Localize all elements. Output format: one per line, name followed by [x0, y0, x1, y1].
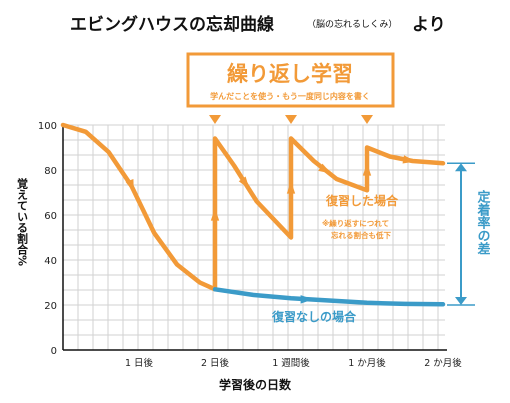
x-tick-label: 2 日後: [201, 357, 230, 369]
review-marker-triangle: [285, 115, 297, 124]
bracket-arrow-down: [455, 297, 467, 305]
y-tick-label: 100: [38, 121, 57, 132]
callout-subtitle: 学んだことを使う・もう一度同じ内容を書く: [210, 91, 370, 101]
y-axis-label: 覚えている割合%: [16, 177, 30, 266]
y-tick-label: 60: [44, 211, 57, 222]
x-axis-ticks: 1 日後 2 日後 1 週間後 1 か月後 2 か月後: [125, 357, 462, 369]
page-title: エビングハウスの忘却曲線: [70, 14, 274, 35]
review-markers: [209, 115, 373, 124]
orange-arrowhead: [286, 181, 296, 194]
series-group: [60, 122, 446, 307]
orange-arrowhead: [238, 176, 250, 190]
orange-arrowhead: [125, 179, 134, 193]
orange-arrowhead: [402, 155, 416, 164]
retention-difference-label: 定着率の差: [475, 189, 492, 255]
series-line-1: [212, 287, 446, 307]
reviewed-note-line1: ※繰り返すにつれて: [322, 218, 389, 228]
y-tick-label: 20: [44, 301, 57, 312]
reviewed-note-line2: 忘れる割合も低下: [331, 230, 391, 240]
page-title-paren: （脳の忘れるしくみ）: [307, 18, 397, 30]
orange-arrowhead: [210, 208, 220, 221]
x-tick-label: 1 日後: [125, 357, 154, 369]
review-marker-triangle: [209, 115, 221, 124]
y-tick-label: 40: [44, 256, 57, 267]
retention-difference-bracket: [447, 162, 475, 306]
grid: [62, 124, 445, 351]
axes: [62, 123, 447, 351]
orange-arrowhead: [318, 163, 332, 174]
orange-arrowhead: [362, 163, 372, 176]
y-axis-ticks: 0 20 40 60 80 100: [38, 121, 57, 357]
page-title-suffix: より: [412, 15, 446, 35]
blue-arrowhead: [300, 295, 314, 304]
repeat-learning-callout: 繰り返し学習 学んだことを使う・もう一度同じ内容を書く: [186, 52, 395, 108]
x-tick-label: 1 週間後: [272, 357, 310, 369]
no-review-series-label: 復習なしの場合: [271, 309, 357, 324]
callout-title: 繰り返し学習: [227, 62, 353, 86]
x-tick-label: 2 か月後: [424, 357, 462, 369]
y-tick-label: 80: [44, 166, 57, 177]
y-tick-label: 0: [51, 346, 57, 357]
x-tick-label: 1 か月後: [348, 357, 386, 369]
bracket-arrow-up: [455, 163, 467, 172]
x-axis-label: 学習後の日数: [219, 377, 292, 392]
review-marker-triangle: [361, 115, 373, 124]
reviewed-series-label: 復習した場合: [325, 193, 399, 208]
